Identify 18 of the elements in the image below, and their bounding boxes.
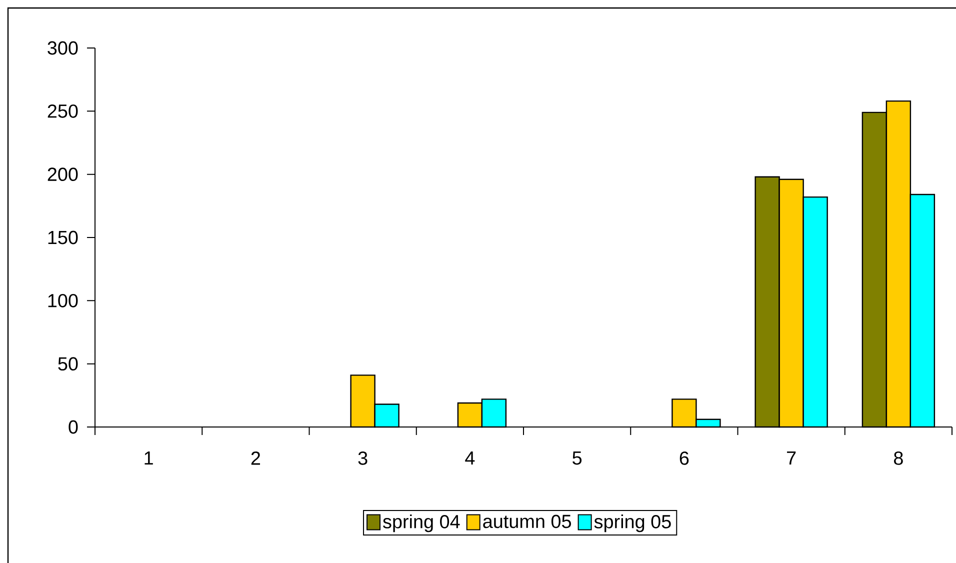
x-tick-label: 1 — [144, 452, 153, 465]
y-tick-label: 250 — [48, 104, 78, 118]
x-tick-label: 7 — [787, 452, 796, 465]
legend-label: autumn 05 — [483, 514, 571, 528]
y-tick-label: 100 — [48, 294, 78, 308]
legend-label: spring 04 — [383, 514, 460, 532]
x-tick-label: 5 — [572, 452, 582, 465]
y-tick-label: 50 — [58, 357, 78, 371]
y-tick-label: 200 — [48, 168, 78, 182]
y-tick-label: 0 — [68, 420, 78, 434]
x-tick-label: 4 — [465, 452, 475, 465]
legend-label: spring 05 — [594, 514, 671, 532]
y-tick-label: 150 — [48, 230, 78, 244]
x-tick-label: 8 — [894, 451, 903, 465]
y-tick-label: 300 — [48, 41, 78, 55]
x-tick-label: 6 — [680, 451, 689, 465]
x-tick-label: 2 — [251, 451, 260, 465]
x-tick-label: 3 — [358, 451, 368, 465]
